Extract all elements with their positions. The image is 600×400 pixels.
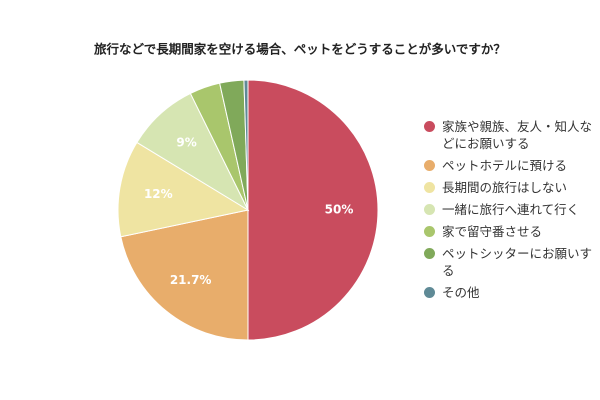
legend-marker (424, 248, 435, 259)
legend-item: ペットホテルに預ける (424, 157, 596, 174)
legend-marker (424, 121, 435, 132)
legend-label: ペットホテルに預ける (442, 158, 568, 173)
legend: 家族や親族、友人・知人などにお願いするペットホテルに預ける 長期間の旅行はしない一… (424, 118, 596, 306)
legend-item: 長期間の旅行はしない (424, 179, 596, 196)
legend-marker (424, 160, 435, 171)
legend-label: 一緒に旅行へ連れて行く (442, 202, 580, 217)
legend-marker (424, 182, 435, 193)
legend-marker (424, 226, 435, 237)
legend-item: ペットシッターにお願いする (424, 245, 596, 279)
legend-label: 長期間の旅行はしない (442, 180, 568, 195)
chart-title: 旅行などで長期間家を空ける場合、ペットをどうすることが多いですか？ (93, 42, 506, 57)
legend-item: 家族や親族、友人・知人などにお願いする (424, 118, 596, 152)
legend-marker (424, 204, 435, 215)
legend-label: ペットシッターにお願いする (442, 246, 593, 278)
data-label: 12% (144, 187, 173, 201)
legend-label: 家で留守番させる (442, 224, 543, 239)
legend-item: 一緒に旅行へ連れて行く (424, 201, 596, 218)
legend-label: 家族や親族、友人・知人などにお願いする (442, 119, 593, 151)
pie-slice (120, 209, 249, 341)
pie-slice (117, 141, 250, 238)
pie-slice (243, 79, 249, 211)
legend-marker (424, 287, 435, 298)
data-label: 50% (325, 203, 354, 217)
data-label: 21.7% (170, 273, 212, 287)
legend-item: 家で留守番させる (424, 223, 596, 240)
legend-item: その他 (424, 284, 596, 301)
pie-slice (247, 79, 379, 341)
data-label: 9% (176, 135, 196, 149)
legend-label: その他 (442, 285, 480, 300)
